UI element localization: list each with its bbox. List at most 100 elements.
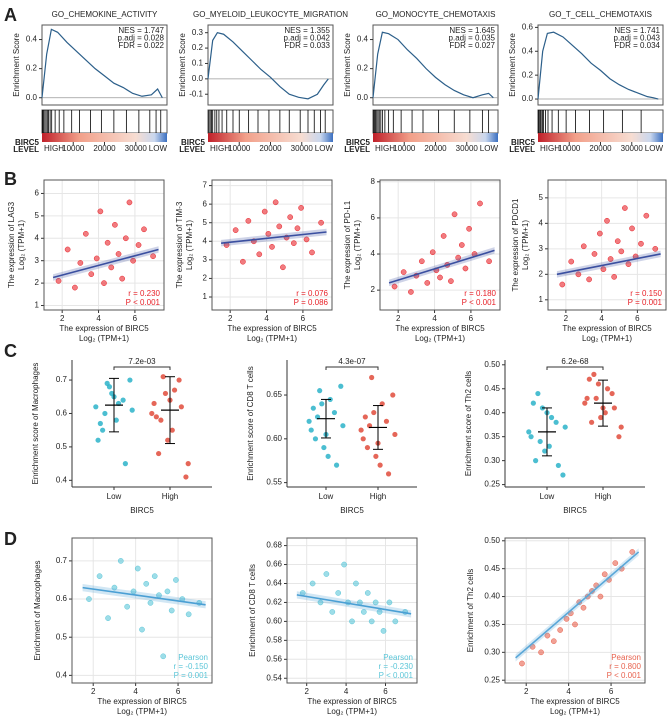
y-tick-label: 0.7 bbox=[56, 375, 68, 384]
y-axis-label: Enrichment Score bbox=[178, 33, 187, 97]
stat-label: r = 0.076 bbox=[296, 289, 328, 298]
point bbox=[614, 238, 621, 245]
x-tick-label: 2 bbox=[228, 314, 233, 323]
point bbox=[256, 251, 263, 258]
x-tick-label: 6 bbox=[469, 314, 474, 323]
enrichment-curve bbox=[537, 31, 659, 100]
annotation: p.adj = 0.042 bbox=[284, 34, 331, 43]
point bbox=[591, 251, 598, 257]
point bbox=[537, 438, 543, 445]
point bbox=[309, 580, 316, 587]
stat-label: P < 0.001 bbox=[462, 298, 497, 307]
fit-line bbox=[82, 586, 206, 606]
x-axis-label: The expression of BIRC5 bbox=[227, 324, 317, 333]
point bbox=[113, 417, 119, 423]
y-tick-label: 3 bbox=[35, 256, 40, 265]
y-tick-label: 0.2 bbox=[26, 64, 38, 73]
point bbox=[298, 205, 304, 211]
point bbox=[622, 205, 628, 211]
high-label: HIGH bbox=[210, 144, 230, 153]
y-axis-label: Enrichment Score bbox=[508, 33, 517, 97]
point bbox=[618, 424, 624, 430]
y-tick-label: 0.55 bbox=[266, 478, 282, 487]
point bbox=[611, 405, 617, 411]
point bbox=[149, 410, 155, 417]
point bbox=[104, 380, 110, 386]
panel-label: C bbox=[4, 341, 17, 361]
point bbox=[115, 251, 122, 257]
point bbox=[269, 244, 275, 250]
point bbox=[122, 235, 129, 242]
point bbox=[160, 653, 167, 660]
y-axis-label: Enrichment score of CD8 T cells bbox=[246, 366, 255, 480]
x-axis-label: The expression of BIRC5 bbox=[307, 697, 397, 706]
level-label: LEVEL bbox=[13, 145, 39, 154]
point bbox=[377, 462, 383, 468]
y-tick-label: 6 bbox=[371, 213, 376, 222]
y-tick-label: 0.66 bbox=[266, 560, 282, 569]
point bbox=[563, 616, 570, 622]
x-axis-label-2: Log₂ (TPM+1) bbox=[550, 707, 600, 716]
point bbox=[151, 400, 157, 407]
point bbox=[562, 424, 568, 430]
y-tick-label: 0.4 bbox=[357, 35, 369, 44]
y-tick-label: 0.60 bbox=[266, 434, 282, 443]
point bbox=[618, 248, 625, 255]
x-tick-label: 10000 bbox=[62, 144, 85, 153]
y-tick-label: 0.56 bbox=[266, 654, 282, 663]
point bbox=[143, 580, 150, 587]
fit-line bbox=[556, 253, 661, 276]
point bbox=[353, 580, 359, 587]
point bbox=[368, 618, 375, 625]
x-tick-label: 6 bbox=[176, 687, 181, 696]
panel-label: D bbox=[4, 529, 17, 549]
y-tick-label: 2 bbox=[539, 269, 544, 278]
point bbox=[117, 558, 124, 564]
point bbox=[400, 269, 407, 275]
point bbox=[385, 471, 392, 477]
point bbox=[64, 246, 71, 253]
significance-bracket bbox=[546, 366, 604, 370]
y-tick-label: 3 bbox=[539, 244, 544, 253]
point bbox=[317, 388, 323, 394]
point bbox=[100, 427, 106, 433]
point bbox=[609, 390, 615, 397]
x-tick-label: Low bbox=[107, 492, 122, 501]
x-tick-label: 6 bbox=[609, 687, 614, 696]
x-axis-label: BIRC5 bbox=[563, 506, 587, 515]
point bbox=[458, 242, 465, 248]
annotation: NES = 1.645 bbox=[449, 26, 495, 35]
x-axis-label: The expression of BIRC5 bbox=[530, 697, 620, 706]
point bbox=[127, 377, 133, 383]
point bbox=[303, 236, 310, 243]
point bbox=[93, 255, 100, 262]
chart-title: GO_MYELOID_LEUKOCYTE_MIGRATION bbox=[193, 10, 348, 19]
chart-title: GO_T_CELL_CHEMOTAXIS bbox=[549, 10, 652, 19]
y-tick-label: 0.6 bbox=[56, 594, 68, 603]
y-tick-label: 0.40 bbox=[484, 592, 500, 601]
y-tick-label: 0.62 bbox=[266, 598, 282, 607]
y-tick-label: 0.5 bbox=[56, 442, 68, 451]
point bbox=[340, 423, 346, 429]
point bbox=[147, 600, 154, 606]
point bbox=[643, 212, 650, 219]
x-tick-label: 10000 bbox=[393, 144, 416, 153]
y-tick-label: 0.25 bbox=[484, 480, 500, 489]
plot-frame bbox=[286, 537, 418, 684]
stat-label: r = 0.800 bbox=[609, 662, 641, 671]
point bbox=[390, 392, 396, 398]
y-axis-label: Enrichment of CD8 T cells bbox=[248, 564, 257, 657]
point bbox=[597, 593, 604, 600]
point bbox=[602, 410, 608, 416]
point bbox=[240, 258, 246, 265]
barcode-frame bbox=[537, 109, 664, 134]
point bbox=[542, 448, 548, 454]
y-tick-label: 0.35 bbox=[484, 620, 500, 629]
high-label: HIGH bbox=[540, 144, 560, 153]
point bbox=[557, 627, 564, 633]
point bbox=[386, 599, 393, 606]
x-axis-label: BIRC5 bbox=[340, 506, 364, 515]
point bbox=[82, 230, 89, 237]
y-tick-label: 6 bbox=[35, 189, 40, 198]
